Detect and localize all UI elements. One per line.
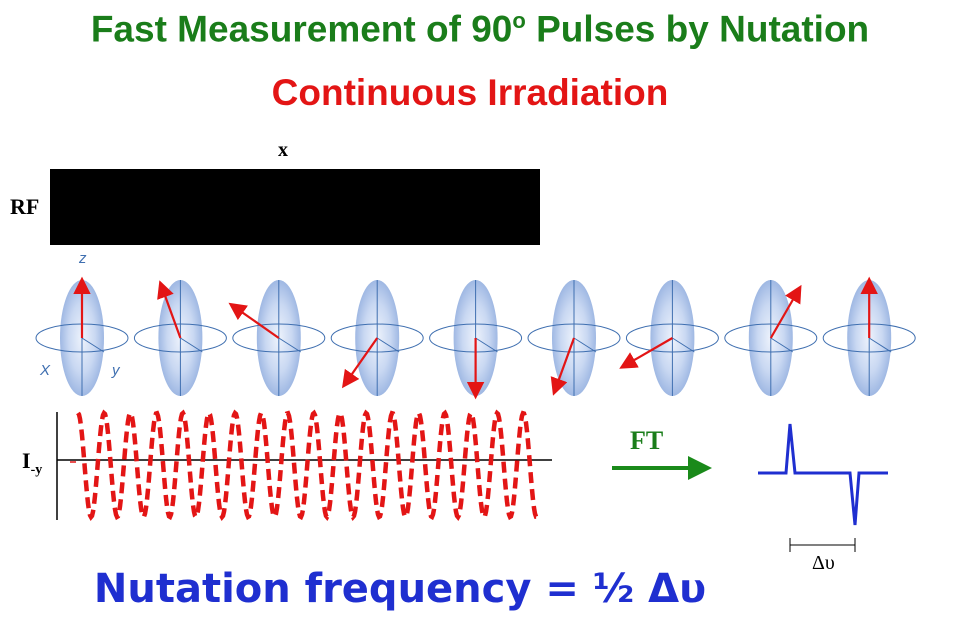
bloch-sphere	[527, 280, 621, 396]
slide-subtitle: Continuous Irradiation	[271, 72, 669, 113]
magnetization-vector	[769, 284, 802, 339]
rf-label: RF	[10, 194, 40, 219]
bloch-sphere	[724, 280, 818, 396]
sphere-y-axis	[868, 337, 892, 353]
bloch-sphere	[822, 276, 916, 396]
ft-label: FT	[630, 426, 664, 455]
sphere-y-axis	[376, 337, 400, 353]
delta-nu-label: Δυ	[812, 552, 835, 574]
sphere-y-axis	[475, 337, 498, 353]
magnetization-vector	[619, 337, 673, 369]
bloch-sphere	[35, 276, 129, 396]
signal-label: I-y	[22, 448, 43, 478]
rf-pulse-block	[50, 169, 540, 245]
sphere-y-axis	[81, 337, 105, 353]
z-axis-label: z	[78, 250, 87, 267]
sphere-y-axis	[278, 337, 302, 353]
sphere-y-axis	[672, 337, 695, 353]
bloch-sphere	[330, 280, 424, 396]
nutation-formula: Nutation frequency = ½ Δυ	[93, 566, 707, 612]
y-axis-label: y	[111, 362, 121, 379]
magnetization-spheres	[35, 276, 916, 400]
bloch-sphere	[228, 280, 326, 396]
sphere-y-axis	[573, 337, 597, 353]
magnetization-vector	[157, 280, 182, 339]
bloch-sphere	[133, 280, 227, 396]
slide-title: Fast Measurement of 90o Pulses by Nutati…	[90, 8, 870, 50]
spectrum-trace	[758, 423, 888, 526]
bloch-sphere	[429, 280, 523, 400]
magnetization-vector	[341, 337, 379, 389]
sphere-y-axis	[770, 337, 794, 353]
pulse-phase-label: x	[278, 139, 288, 161]
sphere-y-axis	[180, 337, 203, 353]
x-axis-label: X	[39, 362, 51, 379]
nutation-signal	[76, 408, 541, 521]
bloch-sphere	[619, 280, 719, 396]
magnetization-vector	[550, 337, 576, 396]
magnetization-vector	[228, 302, 280, 339]
